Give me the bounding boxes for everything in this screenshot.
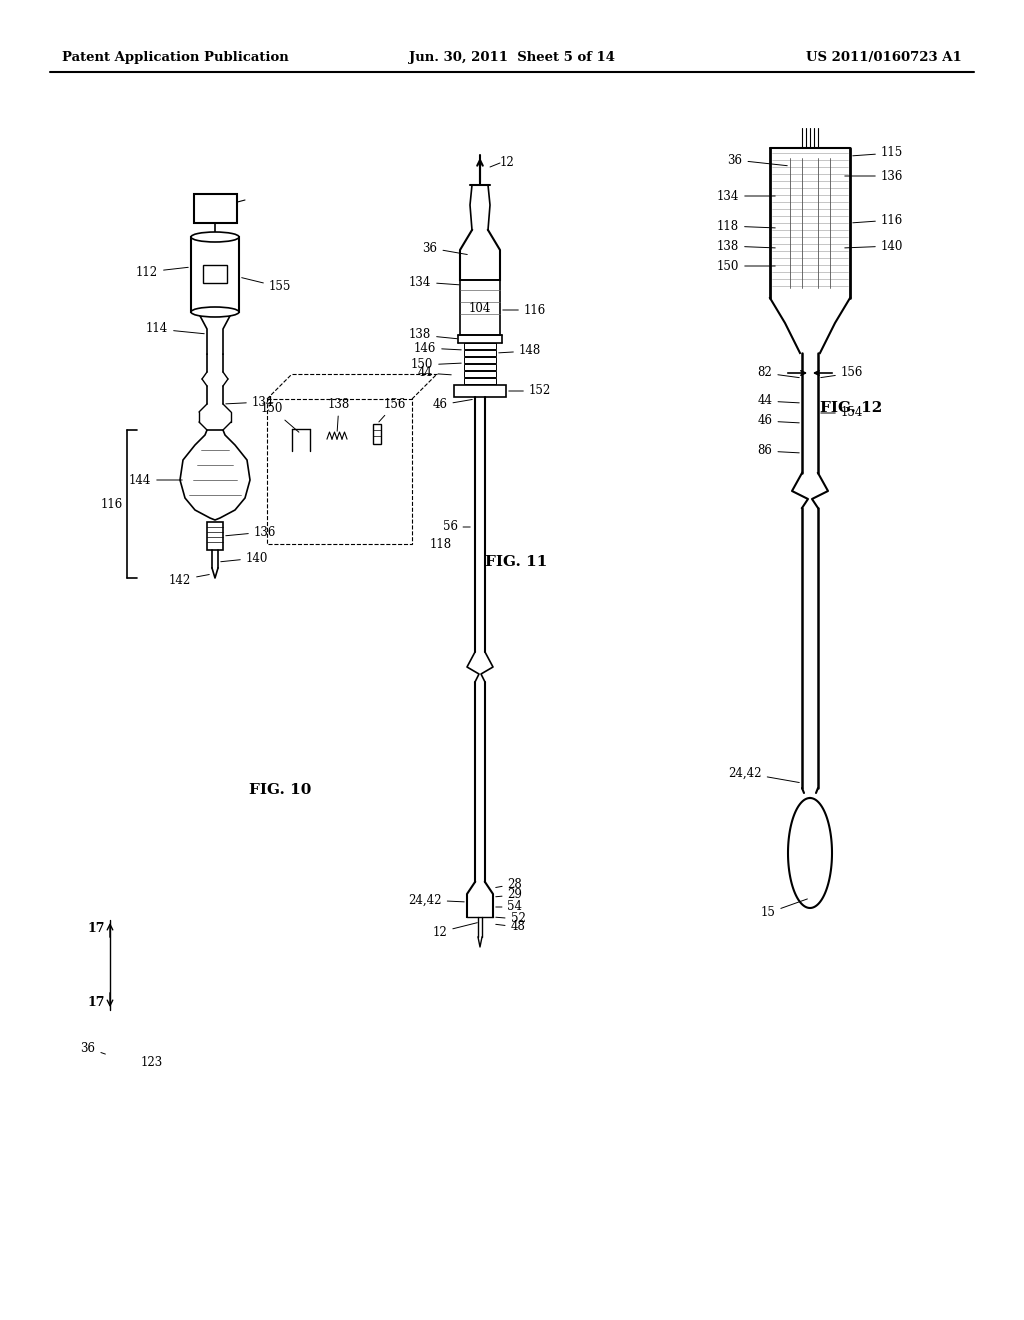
Text: 86: 86 [758, 445, 799, 458]
Text: 146: 146 [414, 342, 461, 355]
Text: 142: 142 [169, 573, 209, 586]
Bar [267, 399, 412, 544]
Bar [464, 364, 496, 370]
Text: FIG. 11: FIG. 11 [485, 554, 548, 569]
Text: 24,42: 24,42 [728, 767, 800, 783]
Bar [464, 378, 496, 384]
Text: 138: 138 [717, 239, 775, 252]
Text: FIG. 12: FIG. 12 [820, 401, 883, 414]
Text: 154: 154 [821, 407, 863, 420]
Text: 44: 44 [758, 395, 799, 408]
Text: 112: 112 [136, 265, 188, 279]
Text: 82: 82 [758, 367, 800, 380]
Text: FIG. 10: FIG. 10 [249, 783, 311, 797]
Bar [464, 356, 496, 363]
Text: Jun. 30, 2011  Sheet 5 of 14: Jun. 30, 2011 Sheet 5 of 14 [409, 51, 615, 65]
Text: Patent Application Publication: Patent Application Publication [62, 51, 289, 65]
Text: 138: 138 [409, 329, 458, 342]
Text: 144: 144 [129, 474, 182, 487]
Text: 134: 134 [225, 396, 274, 408]
Bar [207, 521, 223, 550]
Ellipse shape [191, 232, 239, 242]
Text: 118: 118 [717, 219, 775, 232]
Bar [460, 280, 500, 335]
Text: 134: 134 [409, 276, 459, 289]
Text: 140: 140 [221, 552, 268, 565]
Text: 56: 56 [442, 520, 470, 533]
Bar [464, 350, 496, 356]
Text: US 2011/0160723 A1: US 2011/0160723 A1 [806, 51, 962, 65]
Text: 136: 136 [845, 169, 903, 182]
Text: 12: 12 [432, 923, 477, 939]
Text: 17: 17 [87, 921, 104, 935]
Text: 136: 136 [225, 525, 276, 539]
Text: 116: 116 [503, 304, 546, 317]
Text: 24,42: 24,42 [409, 894, 464, 907]
Bar [203, 265, 227, 282]
Text: 46: 46 [432, 399, 472, 412]
Bar [464, 343, 496, 348]
Text: 150: 150 [717, 260, 775, 272]
Text: 52: 52 [496, 912, 525, 925]
Text: 46: 46 [758, 414, 799, 428]
Text: 36: 36 [423, 242, 467, 255]
Text: 29: 29 [496, 888, 522, 902]
Bar [464, 371, 496, 378]
Text: 134: 134 [717, 190, 775, 202]
Ellipse shape [191, 308, 239, 317]
Text: 150: 150 [261, 403, 299, 432]
Bar [191, 238, 239, 312]
Text: 148: 148 [499, 345, 541, 358]
Text: 140: 140 [845, 239, 903, 252]
Text: 44: 44 [418, 367, 452, 380]
FancyBboxPatch shape [194, 194, 237, 223]
Text: 17: 17 [87, 995, 104, 1008]
Text: 138: 138 [328, 397, 350, 432]
Bar [373, 424, 381, 444]
Text: 115: 115 [853, 147, 903, 160]
Text: 12: 12 [500, 157, 515, 169]
Text: 36: 36 [727, 153, 787, 166]
Text: 116: 116 [101, 498, 123, 511]
Text: 104: 104 [469, 301, 492, 314]
Text: 155: 155 [242, 277, 291, 293]
Text: 28: 28 [496, 878, 522, 891]
Text: 123: 123 [141, 1056, 163, 1068]
Text: 48: 48 [496, 920, 525, 933]
Text: 15: 15 [761, 899, 807, 920]
Text: 36: 36 [81, 1041, 105, 1055]
Text: 152: 152 [509, 384, 551, 397]
Bar [454, 385, 506, 397]
Text: 114: 114 [145, 322, 204, 335]
Text: 22: 22 [206, 201, 224, 215]
Text: 156: 156 [379, 397, 407, 422]
Text: 116: 116 [853, 214, 903, 227]
Text: 54: 54 [496, 900, 522, 913]
Text: 150: 150 [411, 359, 461, 371]
Text: 156: 156 [821, 367, 863, 380]
Text: 118: 118 [430, 537, 453, 550]
